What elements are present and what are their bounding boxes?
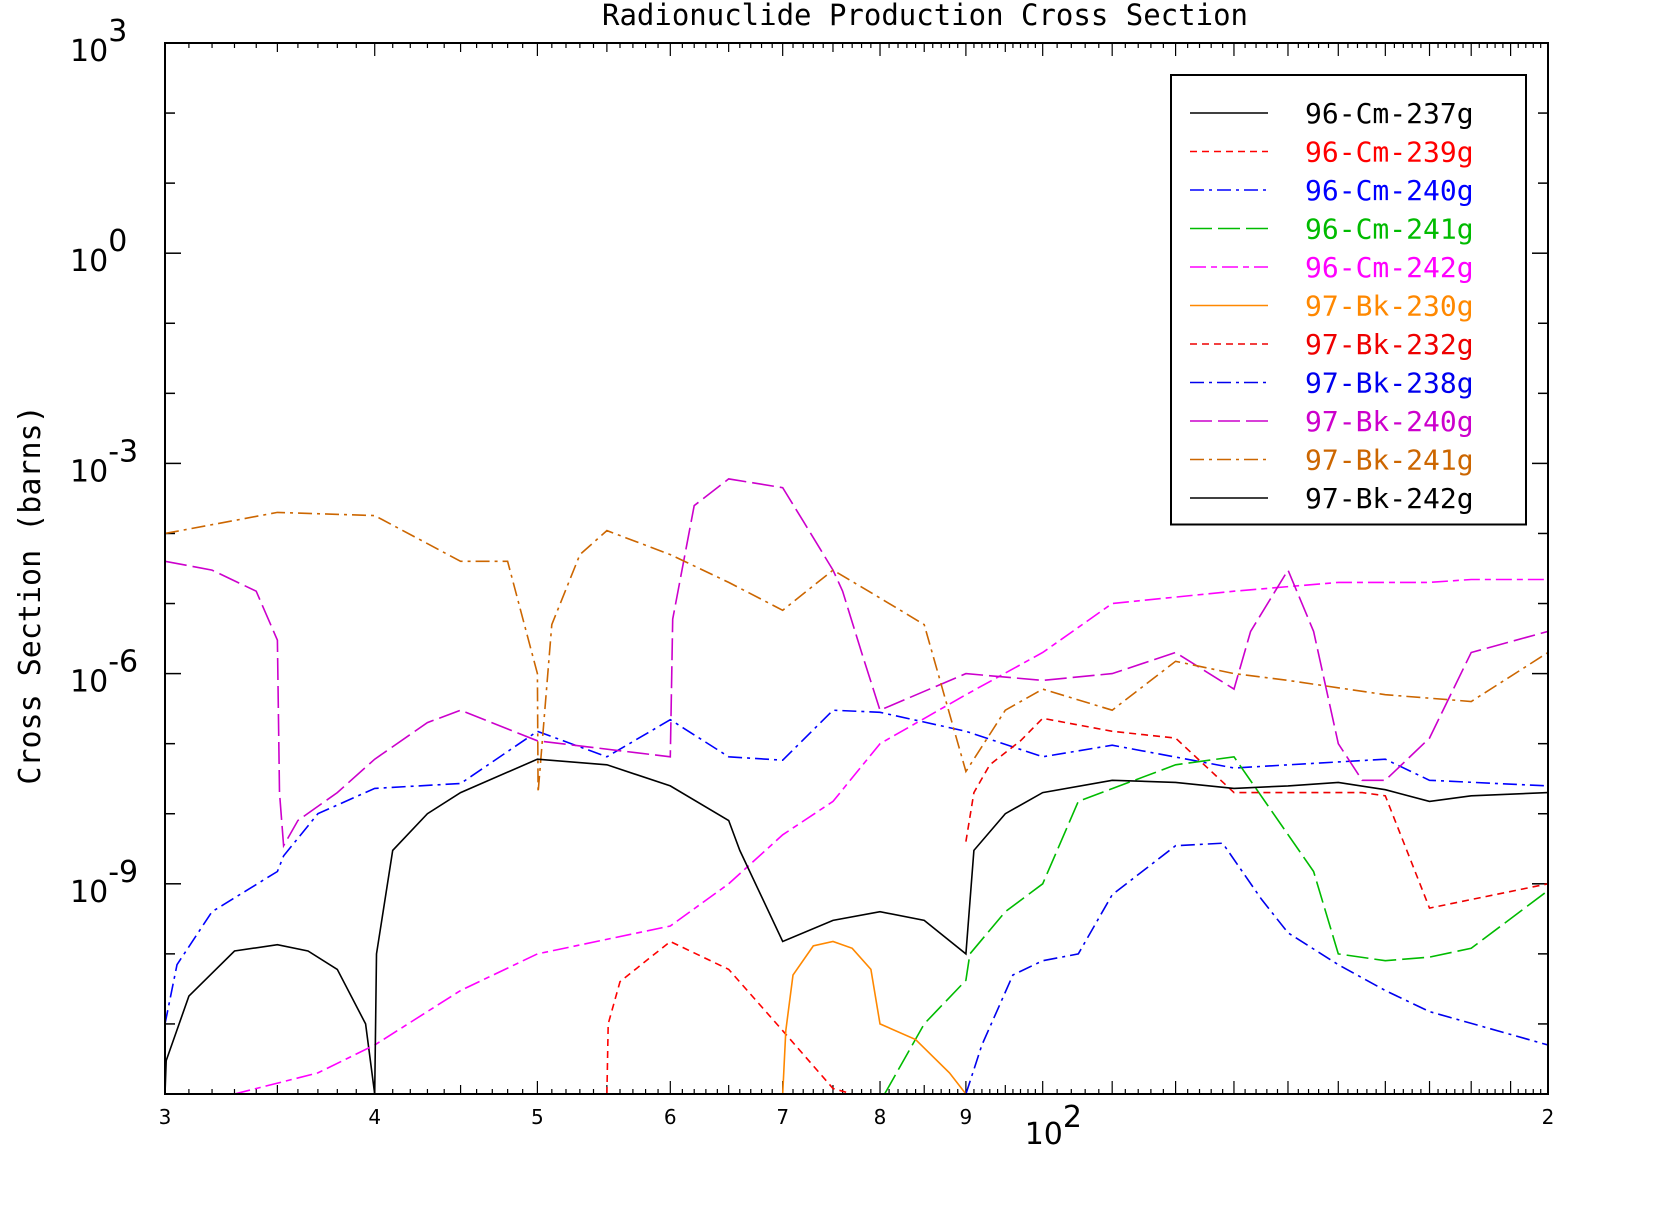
y-tick-label: 103 (70, 14, 127, 69)
y-tick-label: 10-3 (70, 434, 138, 489)
series-line (606, 940, 853, 1094)
legend-label: 97-Bk-232g (1305, 328, 1474, 361)
x-tick-labels: 3 4 5 6 7 8 9 102 2 (159, 1100, 1555, 1152)
legend-label: 96-Cm-242g (1305, 251, 1474, 284)
y-tick-label: 10-9 (70, 855, 138, 910)
legend-label: 97-Bk-241g (1305, 444, 1474, 477)
x-tick-label: 2 (1542, 1105, 1555, 1129)
series-line (883, 755, 1548, 1094)
series-line (165, 478, 1548, 849)
legend-label: 97-Bk-240g (1305, 405, 1474, 438)
y-axis-label: Cross Section (barns) (13, 405, 48, 784)
y-tick-label: 10-6 (70, 645, 138, 700)
x-tick-label: 8 (874, 1105, 887, 1129)
series-line (234, 578, 1548, 1094)
legend: 96-Cm-237g 96-Cm-239g 96-Cm-240g 96-Cm-241g… (1170, 74, 1527, 526)
x-tick-label: 3 (159, 1105, 172, 1129)
series-line (373, 758, 1548, 1094)
series-line (165, 943, 376, 1094)
legend-label: 97-Bk-242g (1305, 482, 1474, 515)
series-line (965, 717, 1548, 910)
x-tick-label: 7 (776, 1105, 789, 1129)
legend-label: 96-Cm-239g (1305, 136, 1474, 169)
y-tick-label: 100 (70, 224, 127, 279)
legend-label: 96-Cm-240g (1305, 174, 1474, 207)
x-tick-label: 102 (1025, 1100, 1082, 1152)
chart-title: Radionuclide Production Cross Section (602, 0, 1248, 32)
series-line (165, 709, 1548, 1025)
x-tick-label: 6 (664, 1105, 677, 1129)
legend-label: 96-Cm-237g (1305, 97, 1474, 130)
series-line (781, 940, 967, 1094)
plot-frame (164, 42, 1549, 1095)
legend-box (1170, 74, 1527, 526)
legend-label: 97-Bk-230g (1305, 290, 1474, 323)
series-line (965, 842, 1548, 1094)
x-tick-label: 9 (960, 1105, 973, 1129)
legend-label: 96-Cm-241g (1305, 213, 1474, 246)
series-line (165, 511, 1548, 793)
x-tick-label: 4 (368, 1105, 381, 1129)
legend-label: 97-Bk-238g (1305, 367, 1474, 400)
x-tick-label: 5 (531, 1105, 544, 1129)
y-tick-labels: 103 100 10-3 10-6 10-9 (70, 14, 138, 910)
